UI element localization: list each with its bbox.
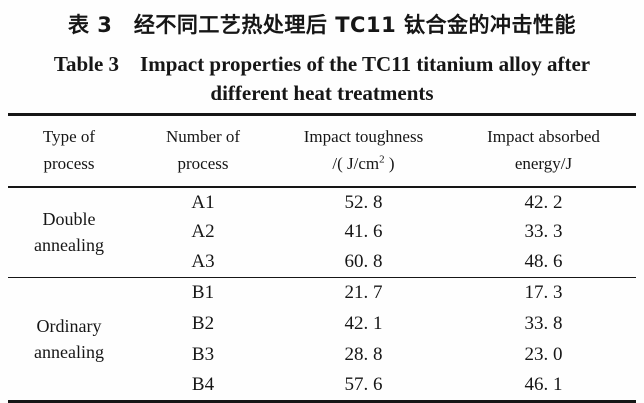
impact-absorbed-energy-value: 48. 6 xyxy=(524,250,563,272)
table-row: B4 57. 6 46. 1 xyxy=(8,370,636,401)
impact-toughness-value: 28. 8 xyxy=(344,343,383,365)
group-double-annealing: Double annealing A1 52. 8 42. 2 A2 41. 6… xyxy=(8,187,636,277)
process-number-cell: B2 xyxy=(191,312,215,334)
header-number-of-process: Number of process xyxy=(165,127,241,173)
process-number-cell: B4 xyxy=(191,373,215,395)
header-type-of-process: Type of process xyxy=(42,127,96,173)
table-row: Ordinary annealing B1 21. 7 17. 3 xyxy=(8,277,636,362)
impact-toughness-value: 42. 1 xyxy=(344,312,383,334)
impact-toughness-value: 60. 8 xyxy=(344,250,383,272)
process-number-cell: A1 xyxy=(191,191,215,213)
group-ordinary-annealing: Ordinary annealing B1 21. 7 17. 3 B2 42.… xyxy=(8,277,636,401)
table-row: Double annealing A1 52. 8 42. 2 xyxy=(8,187,636,256)
table-caption-chinese: 表 3 经不同工艺热处理后 TC11 钛合金的冲击性能 xyxy=(67,13,576,37)
impact-toughness-value: 52. 8 xyxy=(344,191,383,213)
impact-properties-table: Type of process Number of process Impact… xyxy=(8,113,636,403)
impact-toughness-value: 41. 6 xyxy=(344,221,383,242)
impact-absorbed-energy-value: 33. 3 xyxy=(524,221,563,242)
impact-toughness-value: 21. 7 xyxy=(344,281,383,303)
process-type-cell: Double annealing xyxy=(34,209,104,256)
impact-toughness-value: 57. 6 xyxy=(344,373,383,395)
impact-absorbed-energy-value: 42. 2 xyxy=(524,191,563,213)
table-header-row: Type of process Number of process Impact… xyxy=(8,115,636,187)
impact-absorbed-energy-value: 46. 1 xyxy=(524,373,563,395)
process-number-cell: B1 xyxy=(191,281,215,303)
header-impact-absorbed-energy: Impact absorbed energy/J xyxy=(487,127,600,173)
table-row: B2 42. 1 33. 8 xyxy=(8,308,636,339)
process-number-cell: A2 xyxy=(191,221,215,242)
impact-absorbed-energy-value: 33. 8 xyxy=(524,312,563,334)
process-number-cell: A3 xyxy=(191,250,215,272)
table-row: A3 60. 8 48. 6 xyxy=(8,247,636,277)
process-type-cell: Ordinary annealing xyxy=(34,315,104,362)
process-number-cell: B3 xyxy=(191,343,215,365)
header-impact-toughness: Impact toughness /( J/cm2 ) xyxy=(303,127,424,173)
impact-absorbed-energy-value: 17. 3 xyxy=(524,281,563,303)
table-caption-english-line2: different heat treatments xyxy=(210,81,434,105)
table-caption-english-line1: Table 3 Impact properties of the TC11 ti… xyxy=(53,52,591,76)
table-row: A2 41. 6 33. 3 xyxy=(8,217,636,247)
superscript-2: 2 xyxy=(379,153,385,166)
impact-absorbed-energy-value: 23. 0 xyxy=(524,343,563,365)
table-row: B3 28. 8 23. 0 xyxy=(8,339,636,370)
